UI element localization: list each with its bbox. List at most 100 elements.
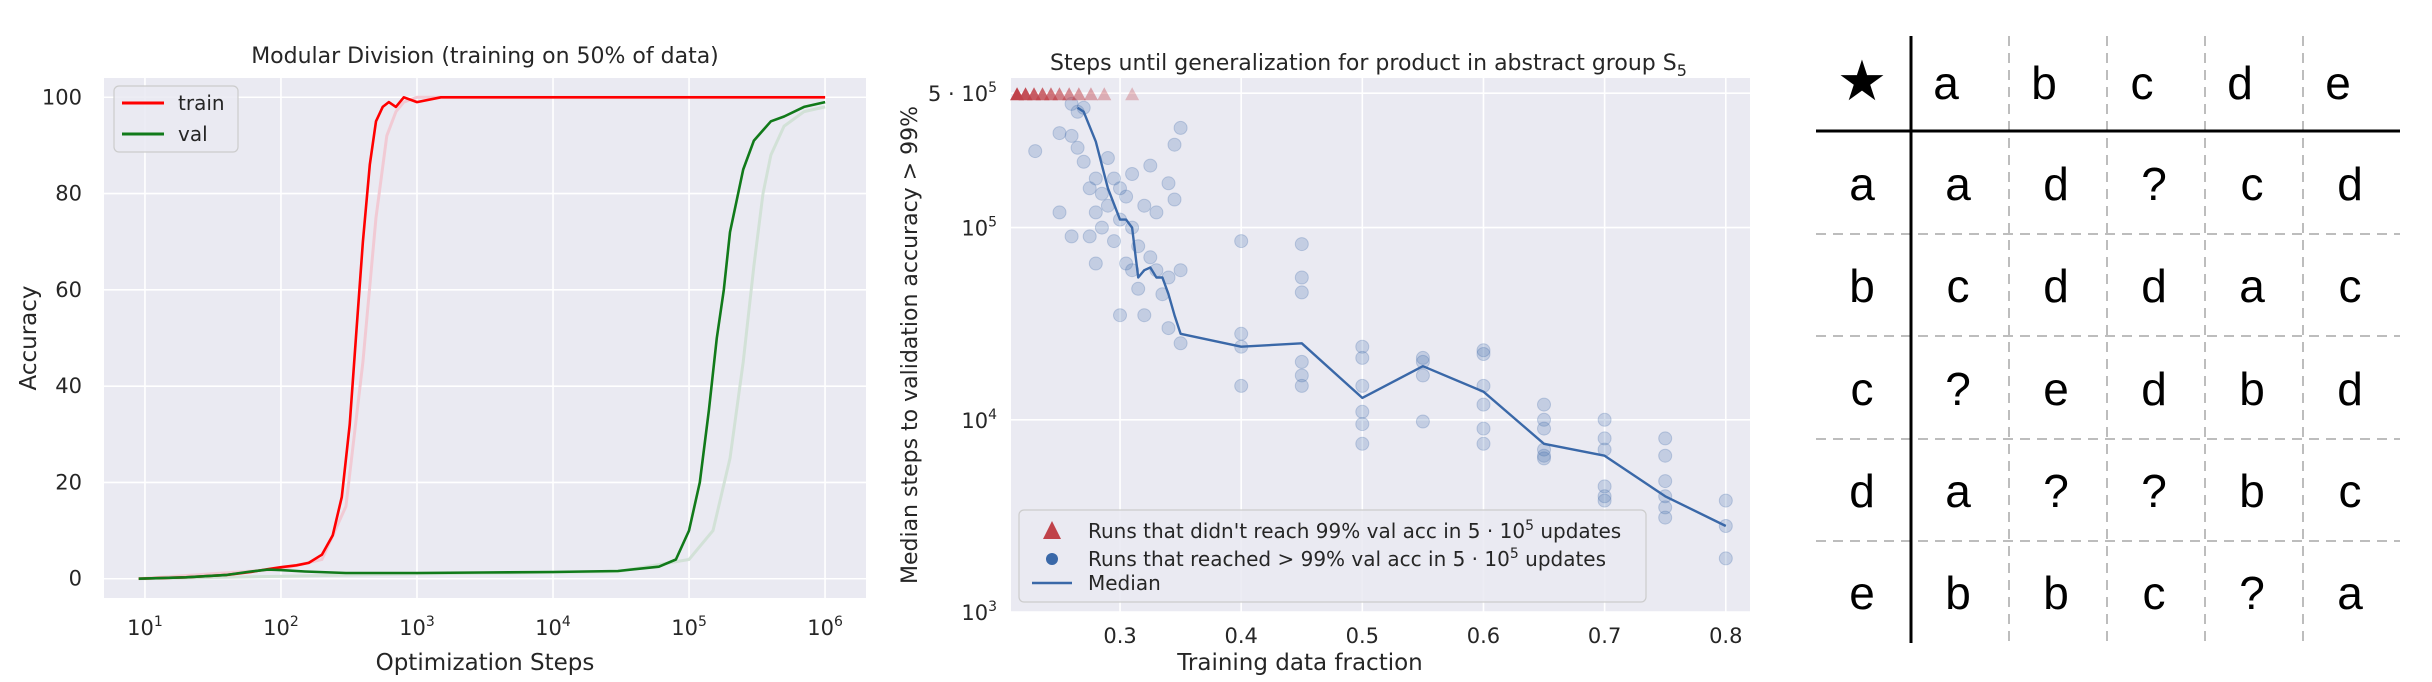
- reached-run-point: [1415, 350, 1430, 365]
- y-tick-label: 0: [69, 567, 82, 591]
- reached-run-point: [1234, 378, 1249, 393]
- reached-run-point: [1294, 285, 1309, 300]
- reached-run-point: [1052, 205, 1067, 220]
- x-tick-label-base: 10: [535, 616, 562, 640]
- reached-run-point: [1119, 189, 1134, 204]
- reached-run-point: [1294, 354, 1309, 369]
- reached-run-point: [1113, 181, 1127, 196]
- reached-run-point: [1161, 176, 1176, 191]
- reached-run-point: [1131, 281, 1146, 296]
- legend-reached-exp: 5: [1510, 546, 1519, 562]
- reached-run-point: [1476, 436, 1491, 451]
- reached-run-point: [1597, 412, 1612, 427]
- reached-run-point: [1537, 412, 1551, 427]
- title-subscript: 5: [1677, 61, 1687, 80]
- x-tick-label: 0.8: [1709, 624, 1742, 648]
- series-line-val: [138, 100, 826, 580]
- reached-run-point: [1658, 448, 1673, 463]
- table-cell: d: [2043, 158, 2069, 210]
- accuracy-chart-title: Modular Division (training on 50% of dat…: [251, 44, 719, 69]
- reached-run-point: [1597, 489, 1612, 504]
- reached-run-point: [1028, 144, 1043, 159]
- reached-run-point: [1052, 126, 1067, 141]
- column-header: c: [2131, 57, 2154, 109]
- reached-run-point: [1107, 171, 1121, 186]
- y-tick-label: 103: [961, 599, 997, 625]
- y-tick-label-base: 10: [961, 601, 988, 625]
- failed-run-marker: [1125, 87, 1140, 101]
- table-cell: a: [1945, 465, 1971, 517]
- table-text: ★ a b c d ea a d? c db c d d a cc? e d b dd a?? b ce b b c? a: [1837, 49, 2363, 619]
- reached-run-point: [1070, 140, 1085, 155]
- reached-run-point: [1658, 431, 1673, 446]
- median-line: [1076, 106, 1727, 528]
- accuracy-legend: train val: [113, 85, 239, 153]
- x-tick-label-base: 10: [263, 616, 290, 640]
- reached-run-point: [1113, 308, 1127, 323]
- reached-run-point: [1161, 321, 1176, 336]
- y-tick-label-exp: 5: [988, 215, 997, 231]
- table-cell: ?: [2239, 567, 2265, 619]
- x-tick-label: 0.4: [1224, 624, 1257, 648]
- table-cell: d: [2141, 363, 2167, 415]
- reached-run-point: [1143, 250, 1158, 265]
- legend-reached-label: Runs that reached > 99% val acc in 5 · 1…: [1088, 546, 1606, 571]
- legend-train-label: train: [178, 91, 225, 115]
- reached-run-point: [1125, 167, 1140, 181]
- x-tick-label: 103: [399, 614, 435, 640]
- row-header: d: [1849, 465, 1875, 517]
- row-header: b: [1849, 260, 1875, 312]
- reached-run-point: [1082, 181, 1097, 196]
- reached-run-point: [1234, 234, 1249, 249]
- failed-run-marker: [1062, 87, 1077, 101]
- reached-run-point: [1149, 205, 1164, 220]
- reached-run-point: [1167, 137, 1182, 152]
- x-tick-label: 0.6: [1467, 624, 1500, 648]
- x-tick-label-base: 10: [127, 616, 154, 640]
- x-tick-label: 0.7: [1588, 624, 1621, 648]
- generalization-points: [1010, 87, 1733, 566]
- x-tick-label: 102: [263, 614, 299, 640]
- generalization-chart-title: Steps until generalization for product i…: [1050, 51, 1687, 80]
- table-cell: ?: [2043, 465, 2069, 517]
- failed-run-marker: [1097, 87, 1112, 101]
- reached-run-point: [1355, 378, 1370, 393]
- reached-run-point: [1355, 350, 1370, 365]
- accuracy-series-lines: [138, 95, 826, 581]
- reached-run-point: [1718, 493, 1733, 508]
- table-cell: d: [2337, 363, 2363, 415]
- reached-run-point: [1476, 397, 1491, 412]
- reached-run-point: [1125, 263, 1140, 278]
- table-cell: ?: [1945, 363, 1971, 415]
- table-cell: ?: [2141, 465, 2167, 517]
- reached-run-point: [1718, 551, 1733, 566]
- reached-run-point: [1537, 448, 1551, 463]
- reached-run-point: [1173, 120, 1188, 135]
- reached-run-point: [1355, 339, 1370, 354]
- x-tick-label-base: 10: [671, 616, 698, 640]
- legend-reached-text: Runs that reached > 99% val acc in 5 · 1…: [1088, 547, 1510, 571]
- reached-run-point: [1658, 474, 1673, 489]
- generalization-x-axis-label: Training data fraction: [1176, 650, 1423, 676]
- reached-run-point: [1173, 263, 1188, 278]
- y-tick-label-base: 10: [961, 217, 988, 241]
- reached-run-point: [1597, 493, 1612, 508]
- reached-run-point: [1415, 368, 1430, 383]
- reached-run-point: [1537, 397, 1551, 412]
- x-tick-label-exp: 2: [290, 614, 299, 630]
- reached-run-point: [1137, 198, 1152, 213]
- reached-run-point: [1294, 270, 1309, 285]
- table-cell: c: [2143, 567, 2166, 619]
- x-tick-label: 105: [671, 614, 707, 640]
- reached-run-point: [1234, 326, 1249, 341]
- table-cell: b: [2239, 465, 2265, 517]
- table-cell: a: [2337, 567, 2363, 619]
- reached-run-point: [1107, 234, 1121, 249]
- legend-failed-marker: [1043, 521, 1061, 539]
- legend-failed-tail: updates: [1534, 519, 1621, 543]
- reached-run-point: [1076, 154, 1091, 169]
- reached-run-point: [1094, 220, 1109, 235]
